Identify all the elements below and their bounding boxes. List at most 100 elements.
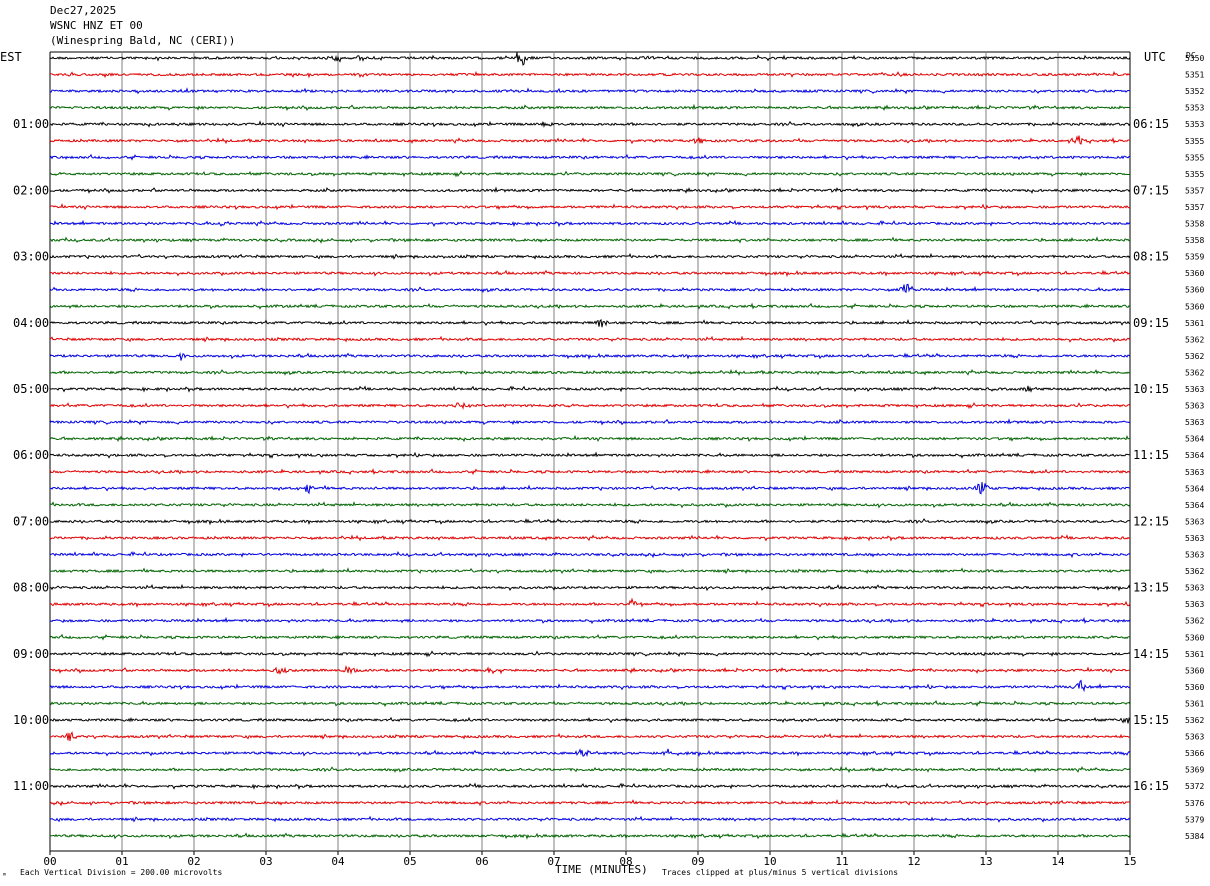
utc-hour-label: 12:15: [1133, 514, 1169, 528]
trace-line: [50, 782, 1131, 790]
trace-line: [49, 731, 1131, 742]
est-hour-label: 09:00: [13, 647, 49, 661]
utc-hour-label: 11:15: [1133, 448, 1169, 462]
trace-line: [49, 170, 1131, 178]
dc-offset-label: 5379: [1185, 815, 1204, 824]
utc-hour-label: 09:15: [1133, 316, 1169, 330]
x-tick-label: 08: [619, 855, 632, 868]
trace-line: [49, 716, 1131, 724]
clip-note: Traces clipped at plus/minus 5 vertical …: [662, 868, 898, 877]
trace-line: [49, 534, 1131, 542]
x-tick-label: 06: [475, 855, 488, 868]
trace-line: [49, 583, 1131, 592]
trace-line: [49, 153, 1131, 161]
trace-line: [49, 219, 1131, 228]
trace-line: [49, 798, 1131, 807]
utc-hour-label: 14:15: [1133, 647, 1169, 661]
dc-offset-label: 5363: [1185, 600, 1204, 609]
est-axis-label: EST: [0, 50, 22, 64]
trace-line: [49, 679, 1131, 693]
x-tick-label: 05: [403, 855, 416, 868]
x-tick-label: 02: [187, 855, 200, 868]
grid-lines: [49, 51, 1131, 855]
trace-line: [49, 135, 1131, 145]
dc-offset-label: 5363: [1185, 584, 1204, 593]
x-tick-label: 01: [115, 855, 128, 868]
x-tick-label: 11: [835, 855, 848, 868]
trace-line: [49, 103, 1131, 112]
trace-line: [49, 567, 1131, 575]
trace-line: [49, 551, 1131, 559]
dc-offset-label: 5369: [1185, 766, 1204, 775]
dc-offset-label: 5353: [1185, 120, 1204, 129]
dc-offset-label: 5363: [1185, 402, 1204, 411]
dc-offset-label: 5362: [1185, 335, 1204, 344]
trace-line: [49, 401, 1131, 410]
trace-line: [49, 517, 1131, 526]
dc-offset-label: 5384: [1185, 832, 1204, 841]
dc-offset-label: 5363: [1185, 517, 1204, 526]
scale-note: Each Vertical Division = 200.00 microvol…: [20, 868, 222, 877]
trace-line: [49, 597, 1131, 608]
trace-line: [50, 318, 1131, 328]
est-hour-label: 06:00: [13, 448, 49, 462]
utc-hour-label: 07:15: [1133, 183, 1169, 197]
trace-line: [49, 748, 1131, 758]
dc-offset-label: 5364: [1185, 451, 1204, 460]
utc-hour-label: 06:15: [1133, 117, 1169, 131]
trace-line: [49, 203, 1131, 211]
dc-offset-label: 5364: [1185, 484, 1204, 493]
est-hour-label: 04:00: [13, 316, 49, 330]
est-hour-label: 02:00: [13, 183, 49, 197]
trace-line: [49, 269, 1131, 278]
dc-offset-label: 5355: [1185, 153, 1204, 162]
trace-line: [49, 815, 1131, 823]
trace-line: [49, 252, 1131, 260]
trace-line: [49, 467, 1131, 476]
trace-line: [49, 501, 1131, 509]
dc-offset-label: 5353: [1185, 104, 1204, 113]
x-tick-label: 10: [763, 855, 776, 868]
dc-offset-label: 5364: [1185, 435, 1204, 444]
dc-offset-label: 5357: [1185, 203, 1204, 212]
dc-offset-label: 5360: [1185, 286, 1204, 295]
est-hour-label: 07:00: [13, 514, 49, 528]
trace-line: [49, 434, 1131, 443]
dc-offset-label: 5376: [1185, 799, 1204, 808]
dc-offset-label: 5358: [1185, 236, 1204, 245]
dc-offset-label: 5362: [1185, 567, 1204, 576]
trace-line: [49, 368, 1131, 376]
dc-offset-label: 5360: [1185, 269, 1204, 278]
dc-offset-label: 5360: [1185, 633, 1204, 642]
dc-offset-label: 5363: [1185, 534, 1204, 543]
trace-line: [49, 385, 1131, 393]
trace-line: [49, 832, 1131, 840]
dc-offset-label: 5362: [1185, 352, 1204, 361]
trace-line: [49, 665, 1131, 675]
x-tick-label: 09: [691, 855, 704, 868]
trace-line: [49, 352, 1131, 361]
x-tick-label: 15: [1123, 855, 1136, 868]
dc-offset-label: 5360: [1185, 302, 1204, 311]
utc-hour-label: 08:15: [1133, 250, 1169, 264]
dc-offset-label: 5357: [1185, 186, 1204, 195]
axis-labels: 00 01 02 03 04 05 06 07 08 09 10 11 12 13 14 15 5350 5351…: [13, 54, 1204, 868]
dc-offset-label: 5363: [1185, 551, 1204, 560]
trace-line: [49, 451, 1131, 459]
dc-offset-label: 5363: [1185, 468, 1204, 477]
trace-line: [49, 481, 1131, 495]
trace-line: [49, 87, 1131, 95]
trace-line: [49, 766, 1131, 774]
trace-line: [49, 186, 1131, 194]
corner-mark: ᵐ: [2, 871, 7, 880]
est-hour-label: 01:00: [13, 117, 49, 131]
dc-offset-label: 5355: [1185, 137, 1204, 146]
x-tick-label: 14: [1051, 855, 1065, 868]
est-hour-label: 08:00: [13, 581, 49, 595]
dc-offset-label: 5360: [1185, 683, 1204, 692]
dc-offset-label: 5364: [1185, 501, 1204, 510]
x-tick-label: 13: [979, 855, 992, 868]
dc-offset-label: 5355: [1185, 170, 1204, 179]
seismic-traces: [49, 52, 1131, 840]
